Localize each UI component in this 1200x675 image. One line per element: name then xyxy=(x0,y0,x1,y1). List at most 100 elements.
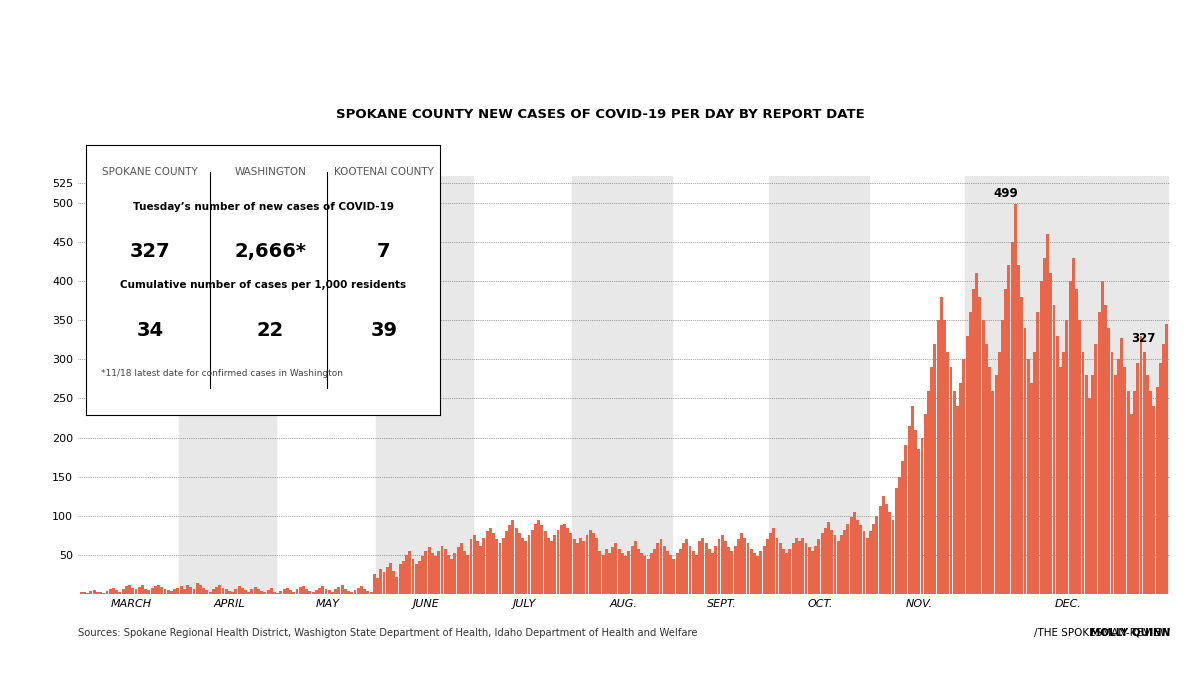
Bar xyxy=(956,406,959,594)
Bar xyxy=(144,589,148,594)
Bar xyxy=(586,535,588,594)
Bar xyxy=(205,590,209,594)
Bar xyxy=(528,535,530,594)
Bar xyxy=(760,551,762,594)
Bar xyxy=(872,524,875,594)
Bar xyxy=(241,588,244,594)
Bar xyxy=(886,504,888,594)
Bar xyxy=(682,543,685,594)
Bar xyxy=(647,559,649,594)
Bar xyxy=(234,589,238,594)
Bar xyxy=(1085,375,1087,594)
Bar xyxy=(515,527,517,594)
Bar xyxy=(415,564,418,594)
Bar xyxy=(641,554,643,594)
Bar xyxy=(888,512,892,594)
Bar xyxy=(154,586,157,594)
Bar xyxy=(373,574,376,594)
Bar xyxy=(385,566,389,594)
Bar xyxy=(1039,281,1043,594)
Bar xyxy=(953,391,955,594)
Bar xyxy=(305,589,308,594)
Bar xyxy=(167,590,169,594)
Bar xyxy=(592,533,595,594)
Bar xyxy=(96,592,98,594)
Bar xyxy=(827,522,830,594)
Bar xyxy=(492,533,494,594)
Bar xyxy=(253,587,257,594)
Bar xyxy=(656,543,659,594)
Bar xyxy=(930,367,934,594)
Bar xyxy=(289,590,292,594)
Bar xyxy=(1081,352,1085,594)
Bar xyxy=(1033,352,1036,594)
Bar xyxy=(437,551,440,594)
Bar xyxy=(898,477,901,594)
Bar xyxy=(576,543,578,594)
Bar xyxy=(746,543,750,594)
Bar xyxy=(920,437,924,594)
Bar xyxy=(140,585,144,594)
Bar xyxy=(421,556,424,594)
Bar xyxy=(1091,375,1094,594)
Bar xyxy=(547,538,550,594)
Bar xyxy=(538,520,540,594)
Bar xyxy=(260,591,263,594)
Bar xyxy=(743,538,746,594)
Bar xyxy=(518,533,521,594)
Bar xyxy=(865,538,869,594)
Bar xyxy=(180,586,182,594)
Text: Tuesday’s number of new cases of COVID-19: Tuesday’s number of new cases of COVID-1… xyxy=(133,202,394,212)
Bar xyxy=(968,313,972,594)
Bar xyxy=(238,586,240,594)
Bar xyxy=(937,320,940,594)
Bar xyxy=(731,551,733,594)
Bar xyxy=(798,541,802,594)
Bar xyxy=(1098,313,1100,594)
Text: /THE SPOKESMAN-REVIEW: /THE SPOKESMAN-REVIEW xyxy=(982,628,1170,638)
Bar xyxy=(364,589,366,594)
Bar xyxy=(708,549,710,594)
Bar xyxy=(457,547,460,594)
Bar xyxy=(1069,281,1072,594)
Bar xyxy=(589,530,592,594)
Bar xyxy=(550,541,553,594)
Bar xyxy=(450,559,454,594)
Bar xyxy=(180,176,276,594)
Bar xyxy=(1104,304,1108,594)
Text: MOLLY QUINN: MOLLY QUINN xyxy=(1090,628,1170,638)
Bar xyxy=(540,525,544,594)
Bar xyxy=(173,589,176,594)
Text: *11/18 latest date for confirmed cases in Washington: *11/18 latest date for confirmed cases i… xyxy=(101,369,342,378)
Bar xyxy=(544,531,546,594)
Bar xyxy=(138,587,140,594)
Bar xyxy=(1117,359,1120,594)
Bar xyxy=(662,545,666,594)
Bar xyxy=(924,414,926,594)
Bar xyxy=(676,554,679,594)
Bar xyxy=(209,592,211,594)
Bar xyxy=(1140,336,1142,594)
Bar xyxy=(90,591,92,594)
Bar xyxy=(1010,242,1014,594)
Bar xyxy=(274,592,276,594)
Text: 34: 34 xyxy=(137,321,163,340)
Bar xyxy=(976,273,978,594)
Text: 499: 499 xyxy=(994,188,1018,200)
Bar xyxy=(605,549,607,594)
Bar xyxy=(366,591,370,594)
Bar xyxy=(811,551,814,594)
Bar xyxy=(232,592,234,594)
Bar xyxy=(846,524,850,594)
Bar xyxy=(599,551,601,594)
Bar xyxy=(878,506,882,594)
Bar xyxy=(1165,324,1169,594)
Text: WASHINGTON: WASHINGTON xyxy=(234,167,306,177)
Bar xyxy=(572,176,672,594)
Bar xyxy=(643,556,647,594)
Bar xyxy=(869,531,872,594)
Bar xyxy=(318,588,322,594)
Bar xyxy=(408,551,412,594)
Bar xyxy=(962,359,965,594)
Bar xyxy=(463,551,466,594)
